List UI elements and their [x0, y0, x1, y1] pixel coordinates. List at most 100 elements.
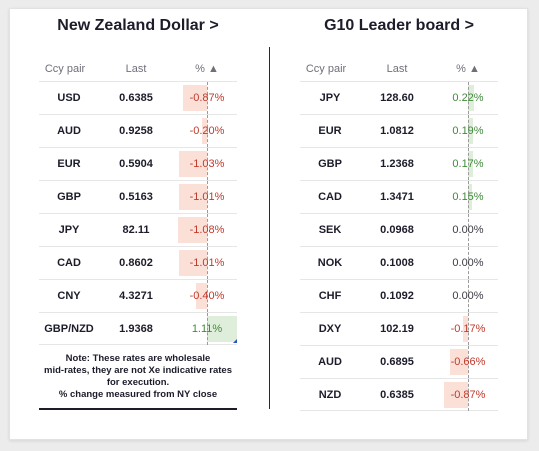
table-row[interactable]: CAD 0.8602 -1.01%: [39, 246, 237, 279]
zero-line: [207, 247, 208, 279]
pct-change: -1.01%: [189, 257, 225, 269]
zero-line: [207, 280, 208, 312]
pct-change-cell: -1.03%: [177, 148, 237, 180]
ccy-pair: CHF: [318, 290, 342, 302]
g10-panel-title[interactable]: G10 Leader board >: [324, 17, 474, 34]
table-row[interactable]: DXY 102.19 -0.17%: [300, 312, 498, 345]
pct-change: 0.15%: [452, 191, 484, 203]
zero-line: [468, 181, 469, 213]
table-row[interactable]: GBP 0.5163 -1.01%: [39, 180, 237, 213]
zero-line: [468, 115, 469, 147]
pct-change-cell: 0.00%: [438, 214, 498, 246]
zero-line: [468, 148, 469, 180]
table-row[interactable]: EUR 0.5904 -1.03%: [39, 147, 237, 180]
pct-change-cell: 0.22%: [438, 82, 498, 114]
table-row[interactable]: NOK 0.1008 0.00%: [300, 246, 498, 279]
ccy-pair: SEK: [318, 224, 342, 236]
ccy-pair: NOK: [317, 257, 343, 269]
pct-change: 0.00%: [452, 257, 484, 269]
resize-corner-icon: [233, 339, 237, 343]
note-line: Note: These rates are wholesale: [65, 353, 211, 364]
pct-change: 0.17%: [452, 158, 484, 170]
pct-sort-header[interactable]: % ▲: [456, 63, 480, 75]
ccy-pair: GBP: [57, 191, 81, 203]
last-rate: 0.8602: [119, 257, 153, 269]
last-rate: 0.0968: [380, 224, 414, 236]
panel-divider: [269, 47, 270, 409]
table-row[interactable]: SEK 0.0968 0.00%: [300, 213, 498, 246]
last-rate: 0.6385: [380, 389, 414, 401]
ccy-pair: CAD: [57, 257, 81, 269]
zero-line: [207, 115, 208, 147]
pct-change-bar: [468, 184, 473, 210]
note-line: % change measured from NY close: [58, 389, 218, 400]
pct-change-bar: [463, 316, 468, 342]
last-rate: 128.60: [380, 92, 414, 104]
pct-change-cell: -0.87%: [438, 379, 498, 411]
pct-change: -1.01%: [189, 191, 225, 203]
pct-sort-header[interactable]: % ▲: [195, 63, 219, 75]
ccy-pair: USD: [57, 92, 81, 104]
ccy-pair-header: Ccy pair: [44, 63, 86, 75]
table-row[interactable]: USD 0.6385 -0.87%: [39, 81, 237, 114]
ccy-pair: DXY: [318, 323, 342, 335]
table-row[interactable]: GBP/NZD 1.9368 1.11%: [39, 312, 237, 345]
pct-change-cell: 0.17%: [438, 148, 498, 180]
table-row[interactable]: JPY 128.60 0.22%: [300, 81, 498, 114]
table-row[interactable]: AUD 0.9258 -0.20%: [39, 114, 237, 147]
zero-line: [207, 313, 208, 345]
pct-change-bar: [201, 118, 207, 144]
table-row[interactable]: NZD 0.6385 -0.87%: [300, 378, 498, 411]
table-row[interactable]: GBP 1.2368 0.17%: [300, 147, 498, 180]
ccy-pair: GBP: [318, 158, 342, 170]
pct-change-bar: [207, 316, 237, 342]
last-header: Last: [386, 63, 408, 75]
last-rate: 0.1092: [380, 290, 414, 302]
g10-rates-table: JPY 128.60 0.22% EUR 1.0812 0.19% GBP 1.2368 0.1…: [300, 81, 498, 411]
pct-change: 0.19%: [452, 125, 484, 137]
zero-line: [207, 214, 208, 246]
ccy-pair: EUR: [318, 125, 342, 137]
zero-line: [468, 313, 469, 345]
last-rate: 0.6895: [380, 356, 414, 368]
note-line: for execution.: [106, 377, 170, 388]
pct-change-cell: -1.08%: [177, 214, 237, 246]
nzd-panel-title[interactable]: New Zealand Dollar >: [57, 17, 219, 34]
pct-change-bar: [196, 283, 207, 309]
pct-change-bar: [468, 85, 474, 111]
pct-change-bar: [178, 151, 207, 177]
last-rate: 1.9368: [119, 323, 153, 335]
ccy-pair: CNY: [57, 290, 81, 302]
table-row[interactable]: EUR 1.0812 0.19%: [300, 114, 498, 147]
pct-change: -0.40%: [189, 290, 225, 302]
last-rate: 0.9258: [119, 125, 153, 137]
pct-change: -0.87%: [189, 92, 225, 104]
pct-change: -1.08%: [189, 224, 225, 236]
pct-change-cell: 0.00%: [438, 247, 498, 279]
pct-change: 0.22%: [452, 92, 484, 104]
ccy-pair: JPY: [319, 92, 341, 104]
nzd-rates-table: USD 0.6385 -0.87% AUD 0.9258 -0.20% EUR 0.5904 -…: [39, 81, 237, 345]
ccy-pair: JPY: [58, 224, 80, 236]
table-row[interactable]: JPY 82.11 -1.08%: [39, 213, 237, 246]
pct-change-bar: [179, 184, 207, 210]
ccy-pair: EUR: [57, 158, 81, 170]
nzd-table-header: Ccy pair Last % ▲: [39, 57, 237, 81]
last-rate: 0.5904: [119, 158, 153, 170]
last-rate: 82.11: [122, 224, 150, 236]
table-row[interactable]: CHF 0.1092 0.00%: [300, 279, 498, 312]
pct-change-cell: -0.17%: [438, 313, 498, 345]
table-row[interactable]: CAD 1.3471 0.15%: [300, 180, 498, 213]
last-header: Last: [125, 63, 147, 75]
zero-line: [468, 346, 469, 378]
ccy-pair: AUD: [57, 125, 81, 137]
last-rate: 0.1008: [380, 257, 414, 269]
last-rate: 1.2368: [380, 158, 414, 170]
g10-table-header: Ccy pair Last % ▲: [300, 57, 498, 81]
ccy-pair: GBP/NZD: [44, 323, 94, 335]
zero-line: [207, 148, 208, 180]
table-row[interactable]: CNY 4.3271 -0.40%: [39, 279, 237, 312]
zero-line: [207, 82, 208, 114]
table-row[interactable]: AUD 0.6895 -0.66%: [300, 345, 498, 378]
pct-change-bar: [177, 217, 207, 243]
